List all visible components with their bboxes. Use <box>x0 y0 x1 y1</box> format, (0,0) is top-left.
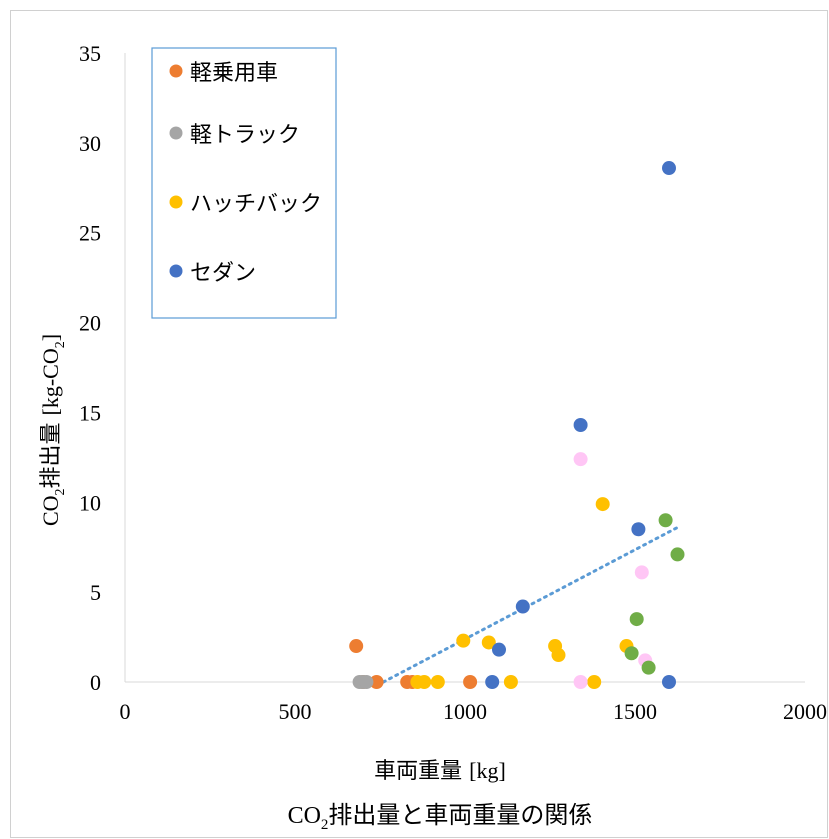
legend-marker <box>169 195 183 209</box>
y-axis-label-unit-b: ] <box>38 334 63 341</box>
y-tick-label: 10 <box>79 490 101 515</box>
y-axis-label-main: 排出量 <box>39 415 64 488</box>
x-axis-label-unit: [kg] <box>469 758 506 783</box>
data-point <box>359 675 374 689</box>
data-point <box>631 522 646 537</box>
chart-title-rest: 排出量と車両重量の関係 <box>328 801 592 829</box>
data-point <box>624 646 639 661</box>
legend-box <box>151 47 337 319</box>
chart-title-prefix: CO <box>288 803 321 829</box>
x-axis-label-main: 車両重量 <box>374 759 469 784</box>
y-axis-label-unit-sub: 2 <box>53 341 68 348</box>
data-point <box>492 642 506 657</box>
y-tick-label: 25 <box>79 221 101 246</box>
chart-frame <box>10 10 828 838</box>
x-tick-label: 1000 <box>443 699 487 724</box>
data-point <box>587 675 602 689</box>
data-point <box>349 639 364 654</box>
y-tick-label: 15 <box>79 400 101 425</box>
y-tick-label: 0 <box>90 670 101 695</box>
legend-label: ハッチバック <box>190 192 322 217</box>
legend-label: セダン <box>190 261 256 286</box>
data-point <box>456 633 471 648</box>
y-axis-label: CO2排出量 [kg-CO2] <box>38 334 68 526</box>
y-axis-label-prefix: CO <box>38 495 63 526</box>
x-tick-label: 500 <box>279 699 312 724</box>
legend-label: 軽トラック <box>190 123 300 148</box>
data-point <box>641 660 656 675</box>
y-tick-label: 35 <box>79 41 101 66</box>
x-tick-label: 0 <box>120 699 131 724</box>
trendline <box>381 525 679 684</box>
y-tick-label: 20 <box>79 311 101 336</box>
x-tick-label: 1500 <box>613 699 657 724</box>
data-point <box>481 635 496 650</box>
data-point <box>463 675 478 689</box>
data-point <box>573 418 588 433</box>
data-point <box>629 612 644 627</box>
data-point <box>503 675 518 689</box>
data-point <box>485 675 500 689</box>
x-tick-labels: 0 500 1000 1500 2000 <box>120 699 828 724</box>
data-point <box>515 599 530 614</box>
y-tick-label: 5 <box>90 580 101 605</box>
data-point <box>369 675 384 689</box>
data-point <box>595 497 610 512</box>
data-point <box>573 675 588 689</box>
legend-marker <box>169 126 183 140</box>
x-axis-label: 車両重量 [kg] <box>374 758 506 784</box>
data-point <box>430 675 445 689</box>
data-point <box>662 675 676 689</box>
y-tick-label: 30 <box>79 131 101 156</box>
data-point <box>417 675 432 689</box>
legend-marker <box>169 64 183 78</box>
data-point <box>551 648 566 663</box>
data-point <box>634 565 649 580</box>
y-tick-labels: 0 5 10 15 20 25 30 35 <box>79 41 101 695</box>
legend-marker <box>169 264 183 278</box>
data-points <box>349 161 685 689</box>
data-point <box>573 452 588 467</box>
chart-title: CO2排出量と車両重量の関係 <box>288 801 593 833</box>
data-point <box>658 513 673 528</box>
data-point <box>662 161 676 176</box>
legend-label: 軽乗用車 <box>190 61 278 86</box>
y-axis-label-unit-a: [kg-CO <box>38 348 63 415</box>
y-axis-label-sub: 2 <box>53 488 68 495</box>
chart-title-sub: 2 <box>321 817 329 833</box>
x-tick-label: 2000 <box>783 699 827 724</box>
data-point <box>670 547 685 562</box>
